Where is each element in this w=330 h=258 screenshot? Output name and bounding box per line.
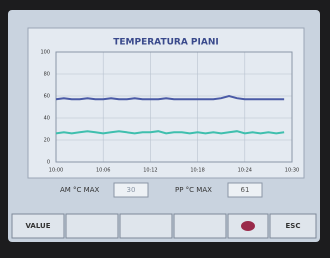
x-tick-label: 10:00 [49,168,63,174]
x-tick-label: 10:06 [96,168,110,174]
y-tick-label: 40 [44,116,50,122]
button-label: VALUE [25,222,50,230]
chart-title: TEMPERATURA PIANI [113,38,218,48]
button-label: ESC [286,222,301,230]
y-tick-label: 100 [40,50,50,56]
field-value: 30 [127,186,136,194]
button-icon [241,221,255,231]
screen: TEMPERATURA PIANI AM °C MAX 30 PP °C MAX… [0,0,330,254]
y-tick-label: 80 [44,72,50,78]
x-tick-label: 10:18 [190,168,204,174]
y-tick-label: 20 [44,138,50,144]
x-tick-label: 10:24 [238,168,252,174]
button-bar: VALUE ESC [12,214,316,238]
field-value: 61 [241,186,250,194]
field-label: AM °C MAX [60,186,99,194]
y-tick-label: 0 [47,160,50,166]
field-label: PP °C MAX [175,186,212,194]
button[interactable] [120,214,172,238]
chart-panel [28,28,304,178]
y-tick-label: 60 [44,94,50,100]
x-tick-label: 10:12 [143,168,157,174]
button[interactable] [66,214,118,238]
button[interactable] [174,214,226,238]
x-tick-label: 10:30 [285,168,299,174]
